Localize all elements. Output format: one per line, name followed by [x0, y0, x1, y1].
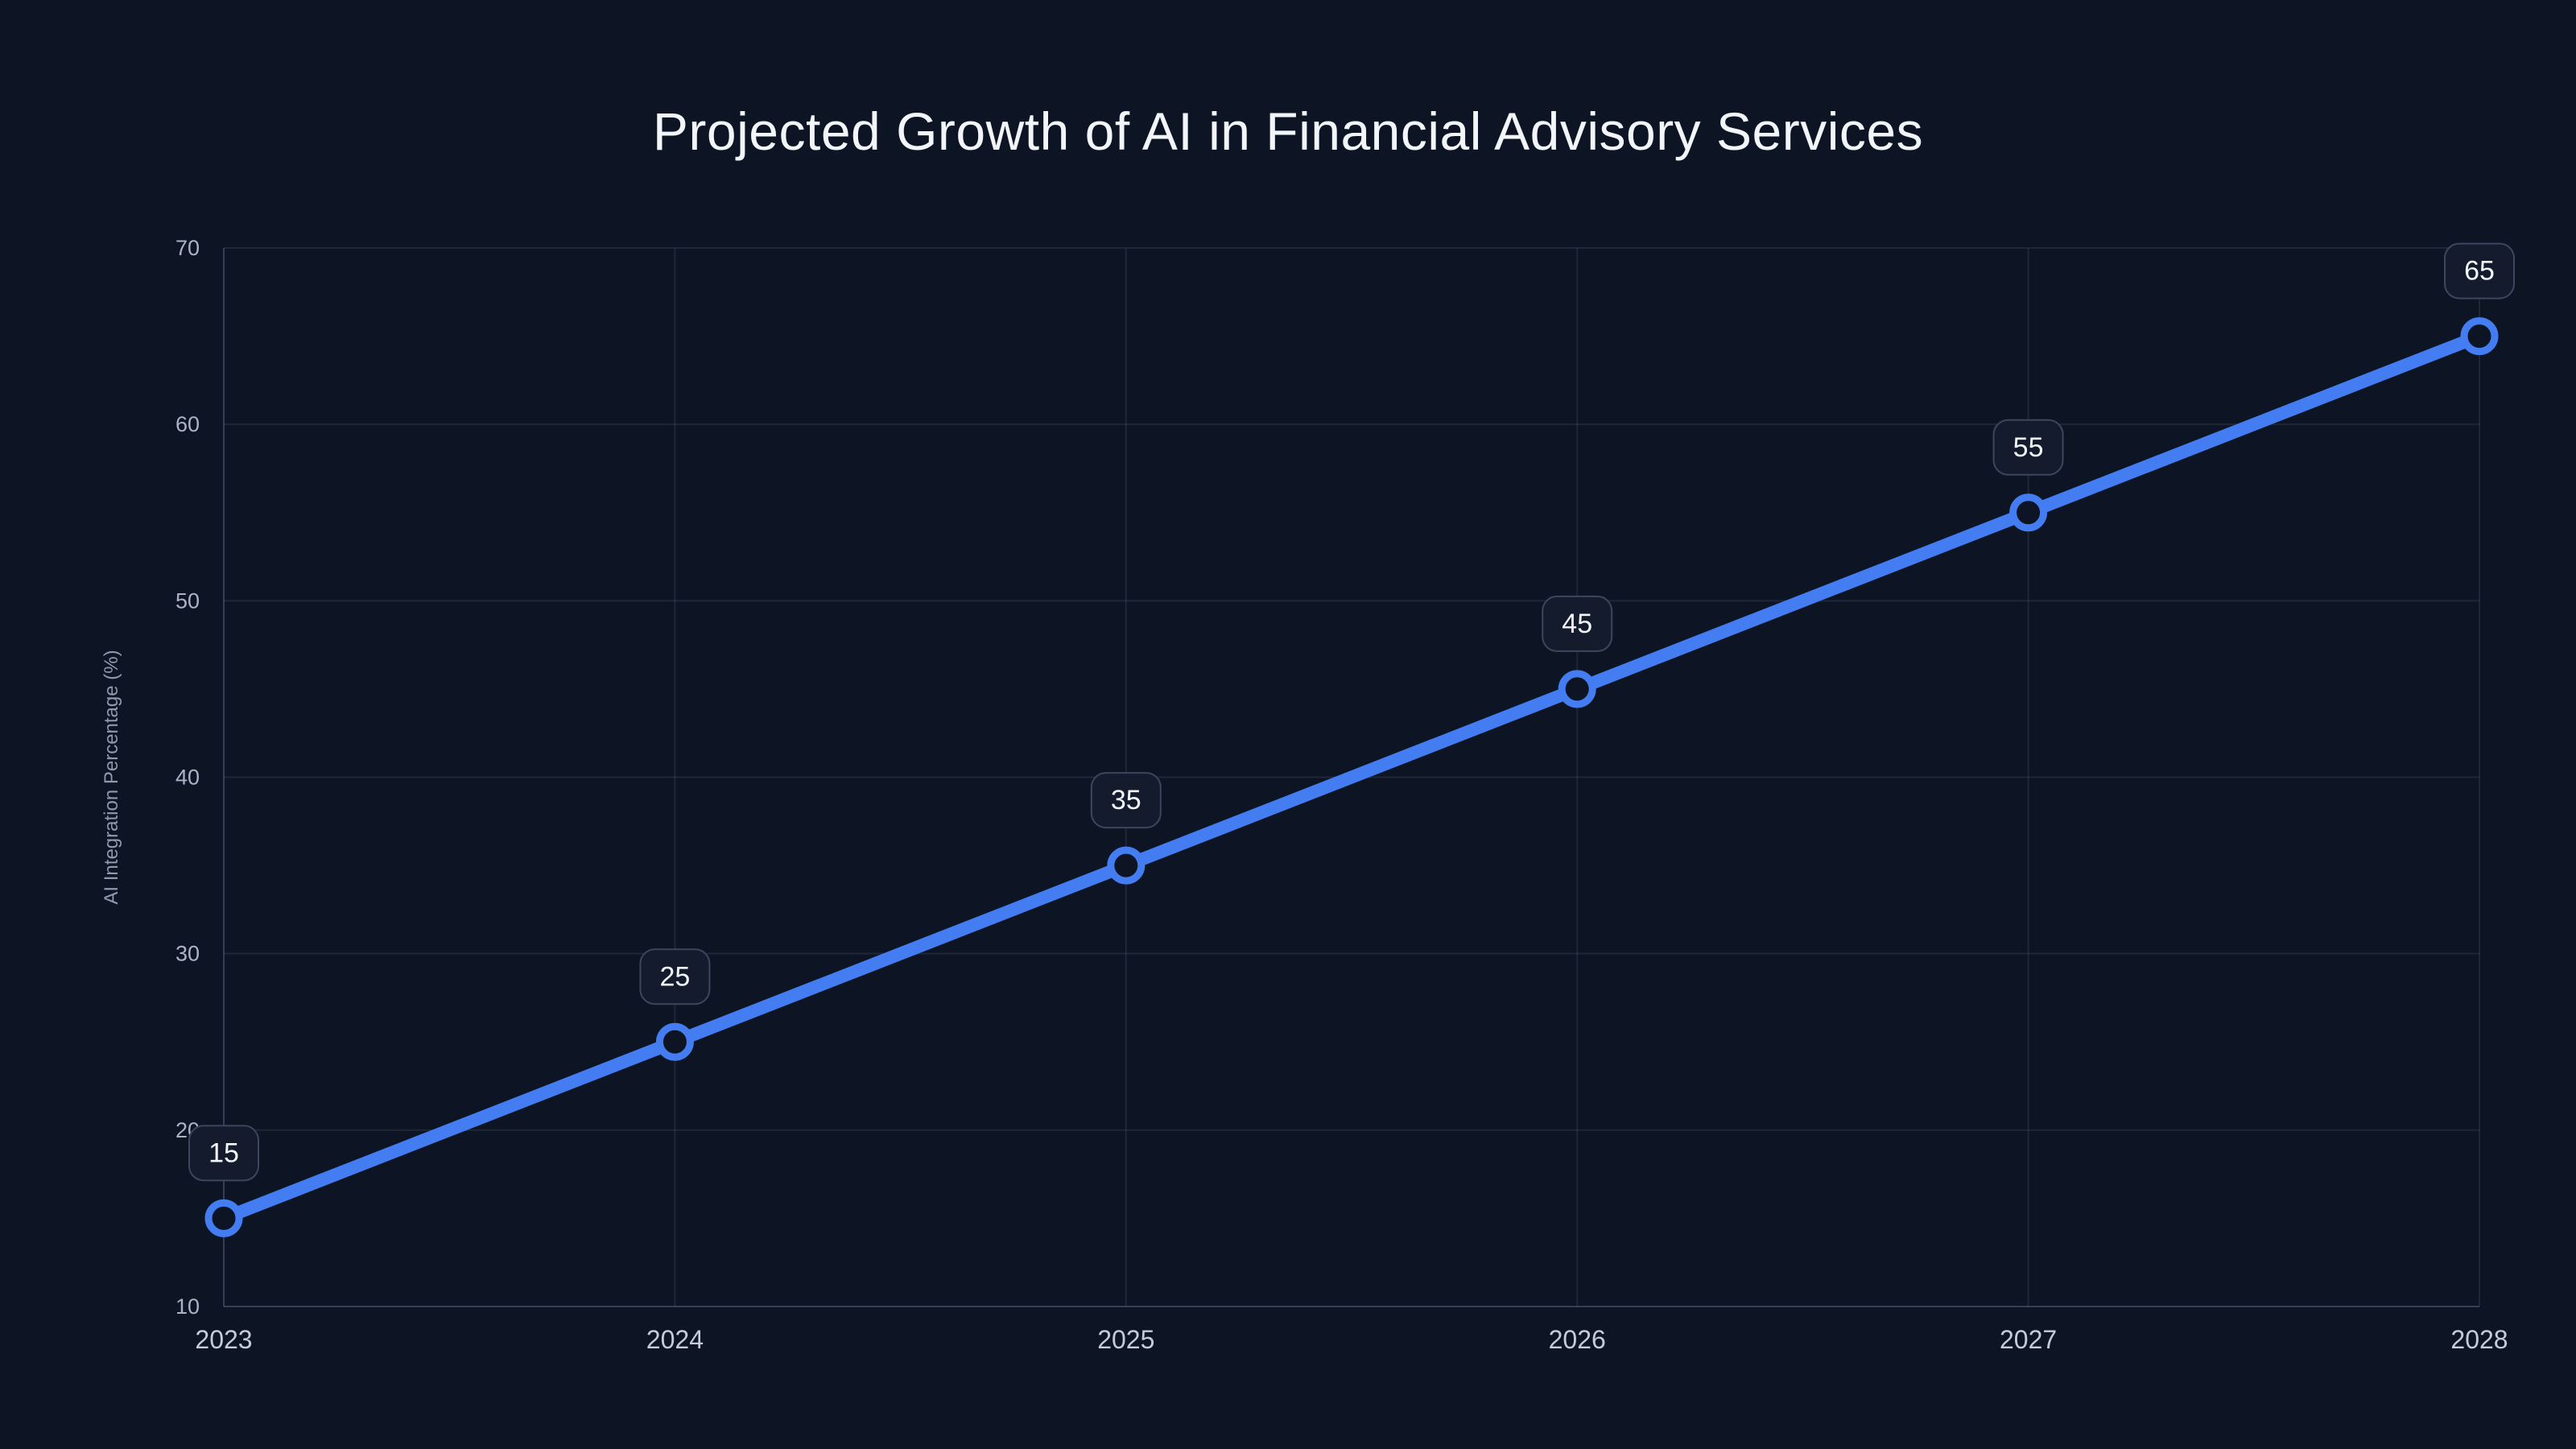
- chart-title: Projected Growth of AI in Financial Advi…: [652, 101, 1924, 161]
- y-axis-title: AI Integration Percentage (%): [101, 650, 122, 904]
- data-line: [217, 329, 2486, 1225]
- data-label-value: 15: [208, 1137, 239, 1168]
- data-label-badge: [2444, 242, 2515, 299]
- data-point-marker: [655, 1022, 694, 1061]
- x-tick-label: 2028: [2450, 1325, 2508, 1354]
- data-label-badge: [1992, 419, 2064, 476]
- data-point-marker: [2009, 493, 2048, 532]
- x-tick-label: 2025: [1097, 1325, 1154, 1354]
- y-tick-label: 10: [175, 1294, 200, 1319]
- y-tick-label: 40: [175, 766, 200, 790]
- y-tick-label: 30: [175, 942, 200, 966]
- x-tick-label: 2026: [1549, 1325, 1606, 1354]
- data-label-badge: [1090, 772, 1162, 829]
- data-label-badge: [1542, 595, 1613, 652]
- data-point-marker: [2460, 317, 2499, 356]
- data-point-marker: [1107, 846, 1146, 885]
- y-tick-label: 50: [175, 588, 200, 613]
- data-point-marker: [1558, 670, 1596, 708]
- data-label-value: 45: [1562, 609, 1592, 639]
- x-tick-label: 2023: [195, 1325, 252, 1354]
- data-label-badge: [188, 1125, 259, 1182]
- x-tick-label: 2024: [646, 1325, 704, 1354]
- data-label-badge: [639, 948, 711, 1005]
- y-tick-label: 70: [175, 236, 200, 260]
- data-label-value: 25: [659, 961, 690, 992]
- x-tick-label: 2027: [2000, 1325, 2057, 1354]
- data-label-value: 55: [2013, 432, 2044, 463]
- data-label-value: 65: [2464, 256, 2495, 287]
- data-point-marker: [204, 1199, 243, 1237]
- data-label-value: 35: [1111, 785, 1141, 815]
- y-tick-label: 60: [175, 412, 200, 436]
